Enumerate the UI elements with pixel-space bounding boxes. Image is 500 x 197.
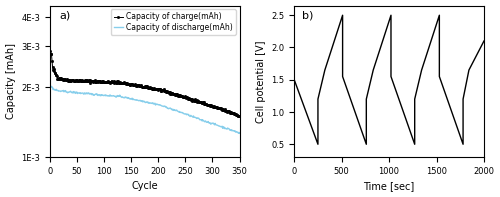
Line: Capacity of charge(mAh): Capacity of charge(mAh) (50, 50, 240, 117)
Capacity of charge(mAh) (159, 89, 165, 91)
Text: b): b) (302, 10, 313, 20)
Capacity of charge(mAh) (236, 115, 242, 117)
Text: a): a) (60, 10, 70, 20)
Y-axis label: Cell potential [V]: Cell potential [V] (256, 40, 266, 123)
Capacity of discharge(mAh) (48, 85, 54, 87)
Capacity of discharge(mAh) (229, 129, 235, 131)
Capacity of discharge(mAh) (236, 132, 242, 134)
Capacity of charge(mAh) (228, 111, 234, 113)
Capacity of charge(mAh) (134, 84, 140, 86)
Legend: Capacity of charge(mAh), Capacity of discharge(mAh): Capacity of charge(mAh), Capacity of dis… (110, 9, 236, 35)
Capacity of discharge(mAh) (148, 102, 154, 104)
Capacity of discharge(mAh) (98, 94, 104, 97)
X-axis label: Time [sec]: Time [sec] (364, 181, 414, 191)
Capacity of discharge(mAh) (236, 132, 242, 135)
Capacity of discharge(mAh) (234, 131, 240, 134)
X-axis label: Cycle: Cycle (132, 181, 158, 191)
Capacity of charge(mAh) (236, 115, 242, 117)
Capacity of charge(mAh) (148, 87, 154, 89)
Line: Capacity of discharge(mAh): Capacity of discharge(mAh) (50, 86, 240, 133)
Capacity of discharge(mAh) (160, 105, 166, 107)
Capacity of charge(mAh) (48, 50, 54, 52)
Capacity of discharge(mAh) (135, 99, 141, 101)
Y-axis label: Capacity [mAh]: Capacity [mAh] (6, 43, 16, 119)
Capacity of charge(mAh) (98, 81, 104, 83)
Capacity of charge(mAh) (234, 114, 240, 116)
Capacity of discharge(mAh) (48, 86, 54, 88)
